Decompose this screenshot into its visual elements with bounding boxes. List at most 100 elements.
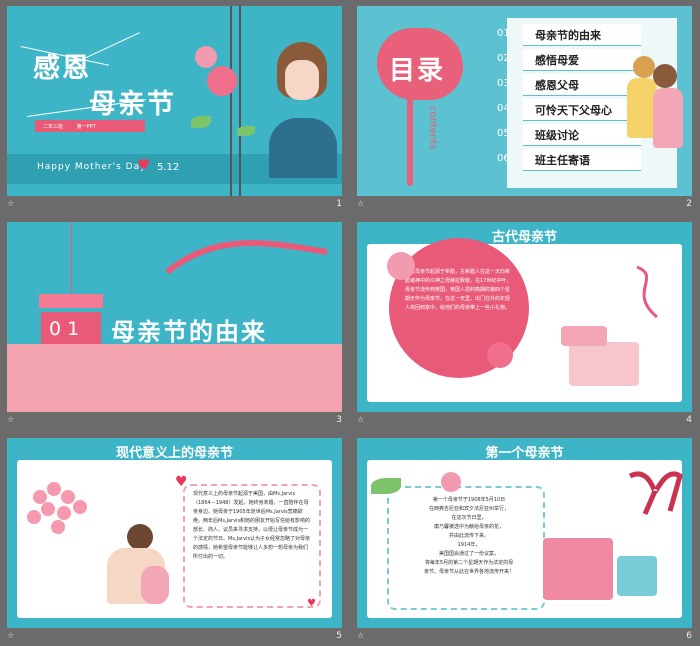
balloon-icon [51, 520, 65, 534]
heart-icon: ♥ [137, 156, 151, 174]
slide-number: 2 [686, 199, 692, 209]
thumbnail-3[interactable]: 01 母亲节的由来 ☆ 3 [0, 216, 342, 429]
first-mothers-day-text: 第一个母亲节于1908年5月10日 在西弗吉尼亚和宾夕法尼亚州举行， 在这次节日… [395, 496, 543, 577]
text-line: 亲节。母亲节从此在世界各地流传开来！ [423, 569, 514, 575]
toc-number: 01 [497, 28, 510, 39]
flower-blob-shape [377, 28, 463, 100]
cover-title-line2: 母亲节 [89, 89, 176, 120]
balloon-icon [27, 510, 41, 524]
text-line: 在西弗吉尼亚和宾夕法尼亚州举行， [428, 506, 509, 512]
text-line: 并由此流传下来。 [448, 533, 489, 539]
slide-6-first[interactable]: 第一个母亲节 第一个母亲节于1908年5月10日 在西弗吉尼亚和宾夕法尼亚州举行… [357, 438, 692, 628]
class-label: 二年三班 [43, 124, 64, 130]
balloon-icon [47, 482, 61, 496]
thumbnail-2[interactable]: 目录 contents 01 母亲节的由来 02 感悟母爱 03 感恩父母 [350, 0, 692, 213]
toc-item[interactable]: 05 班级讨论 [497, 124, 647, 146]
slide-title: 古代母亲节 [491, 230, 557, 245]
thumbnail-footer: ☆ 3 [7, 414, 342, 428]
slide-number: 5 [336, 631, 342, 641]
hanging-rope [239, 6, 241, 196]
leaf-icon [191, 116, 211, 128]
toc-item[interactable]: 02 感悟母爱 [497, 49, 647, 71]
thumbnail-footer: ☆ 4 [357, 414, 692, 428]
toc-label: 班级讨论 [535, 129, 579, 142]
ppt-label: 第一PPT [76, 124, 96, 130]
slide-1-cover[interactable]: 感恩 母亲节 二年三班 第一PPT Happy Mother's Day ♥ 5… [7, 6, 342, 196]
toc-number: 06 [497, 153, 510, 164]
modern-text: 现代意义上的母亲节起源于美国，由Ms.Jarvis（1864－1948）发起，她… [193, 491, 311, 560]
date-text: 5.12 [157, 162, 180, 173]
thumbnail-footer: ☆ 6 [357, 630, 692, 644]
gift-box-shape [41, 312, 101, 344]
toc-item[interactable]: 03 感恩父母 [497, 74, 647, 96]
daughter-dress [627, 78, 657, 138]
toc-item-box [523, 149, 641, 171]
child-figure [141, 566, 169, 604]
toc-item[interactable]: 01 母亲节的由来 [497, 24, 647, 46]
star-icon[interactable]: ☆ [7, 631, 15, 640]
toc-label: 感恩父母 [535, 79, 579, 92]
carnation-flower-icon [207, 66, 237, 96]
toc-number: 05 [497, 128, 510, 139]
thumbnail-1[interactable]: 感恩 母亲节 二年三班 第一PPT Happy Mother's Day ♥ 5… [0, 0, 342, 213]
toc-item-box [523, 49, 641, 71]
flower-icon [387, 252, 415, 280]
dashed-text-box [183, 484, 321, 608]
balloon-icon [33, 490, 47, 504]
slide-4-ancient[interactable]: 古代母亲节 古代母亲节起源于希腊，古希腊人在这一天向希腊诸神中的众神之母赫拉致敬… [357, 222, 692, 412]
thumbnail-footer: ☆ 2 [357, 198, 692, 212]
ribbon-icon [165, 240, 328, 275]
slide-5-modern[interactable]: 现代意义上的母亲节 现代意义上的母亲节起源于美国，由Ms.Jarvis（1864… [7, 438, 342, 628]
slide-2-toc[interactable]: 目录 contents 01 母亲节的由来 02 感悟母爱 03 感恩父母 [357, 6, 692, 196]
toc-number: 02 [497, 53, 510, 64]
thumbnail-4[interactable]: 古代母亲节 古代母亲节起源于希腊，古希腊人在这一天向希腊诸神中的众神之母赫拉致敬… [350, 216, 692, 429]
toc-item-box [523, 99, 641, 121]
mother-head [653, 64, 677, 88]
star-icon[interactable]: ☆ [7, 199, 15, 208]
flower-icon [487, 342, 513, 368]
ribbon-bow-icon [628, 471, 683, 515]
balloon-icon [57, 506, 71, 520]
toc-item-box [523, 124, 641, 146]
toc-title: 目录 [389, 56, 446, 86]
balloon-icon [73, 500, 87, 514]
text-line: 第一个母亲节于1908年5月10日 [432, 497, 506, 503]
toc-number: 03 [497, 78, 510, 89]
slide-number: 3 [336, 415, 342, 425]
thumbnail-6[interactable]: 第一个母亲节 第一个母亲节于1908年5月10日 在西弗吉尼亚和宾夕法尼亚州举行… [350, 432, 692, 645]
slide-number: 4 [686, 415, 692, 425]
text-line: 美国国会通过了一份议案， [438, 551, 499, 557]
mother-dress [653, 88, 683, 148]
ancient-text: 古代母亲节起源于希腊，古希腊人在这一天向希腊诸神中的众神之母赫拉致敬。在17世纪… [405, 269, 512, 311]
text-line: 1914年， [457, 542, 481, 548]
heart-icon: ♥ [175, 474, 188, 490]
thumbnail-footer: ☆ 5 [7, 630, 342, 644]
mother-body [269, 118, 337, 178]
cover-title-line1: 感恩 [33, 53, 91, 84]
mother-head [127, 524, 153, 550]
section-number: 01 [49, 318, 86, 340]
thumbnail-5[interactable]: 现代意义上的母亲节 现代意义上的母亲节起源于美国，由Ms.Jarvis（1864… [0, 432, 342, 645]
toc-item[interactable]: 06 班主任寄语 [497, 149, 647, 171]
slide-3-section[interactable]: 01 母亲节的由来 [7, 222, 342, 412]
leaf-icon [237, 126, 255, 136]
text-line: 在这次节日里， [451, 515, 487, 521]
star-icon[interactable]: ☆ [357, 415, 365, 424]
star-icon[interactable]: ☆ [7, 415, 15, 424]
cover-subtitle-tag: 二年三班 第一PPT [35, 120, 145, 132]
balloon-icon [61, 490, 75, 504]
toc-label: 感悟母爱 [535, 54, 579, 67]
text-line: 康乃馨被选中为献给母亲的花， [433, 524, 504, 530]
mother-face [285, 60, 319, 100]
slide-number: 6 [686, 631, 692, 641]
star-icon[interactable]: ☆ [357, 631, 365, 640]
thumbnail-footer: ☆ 1 [7, 198, 342, 212]
section-title: 母亲节的由来 [111, 318, 267, 346]
hanging-rope [230, 6, 232, 196]
contents-word: contents [427, 106, 438, 150]
toc-item[interactable]: 04 可怜天下父母心 [497, 99, 647, 121]
star-icon[interactable]: ☆ [357, 199, 365, 208]
toc-label: 母亲节的由来 [535, 29, 601, 42]
toc-label: 可怜天下父母心 [535, 104, 612, 117]
